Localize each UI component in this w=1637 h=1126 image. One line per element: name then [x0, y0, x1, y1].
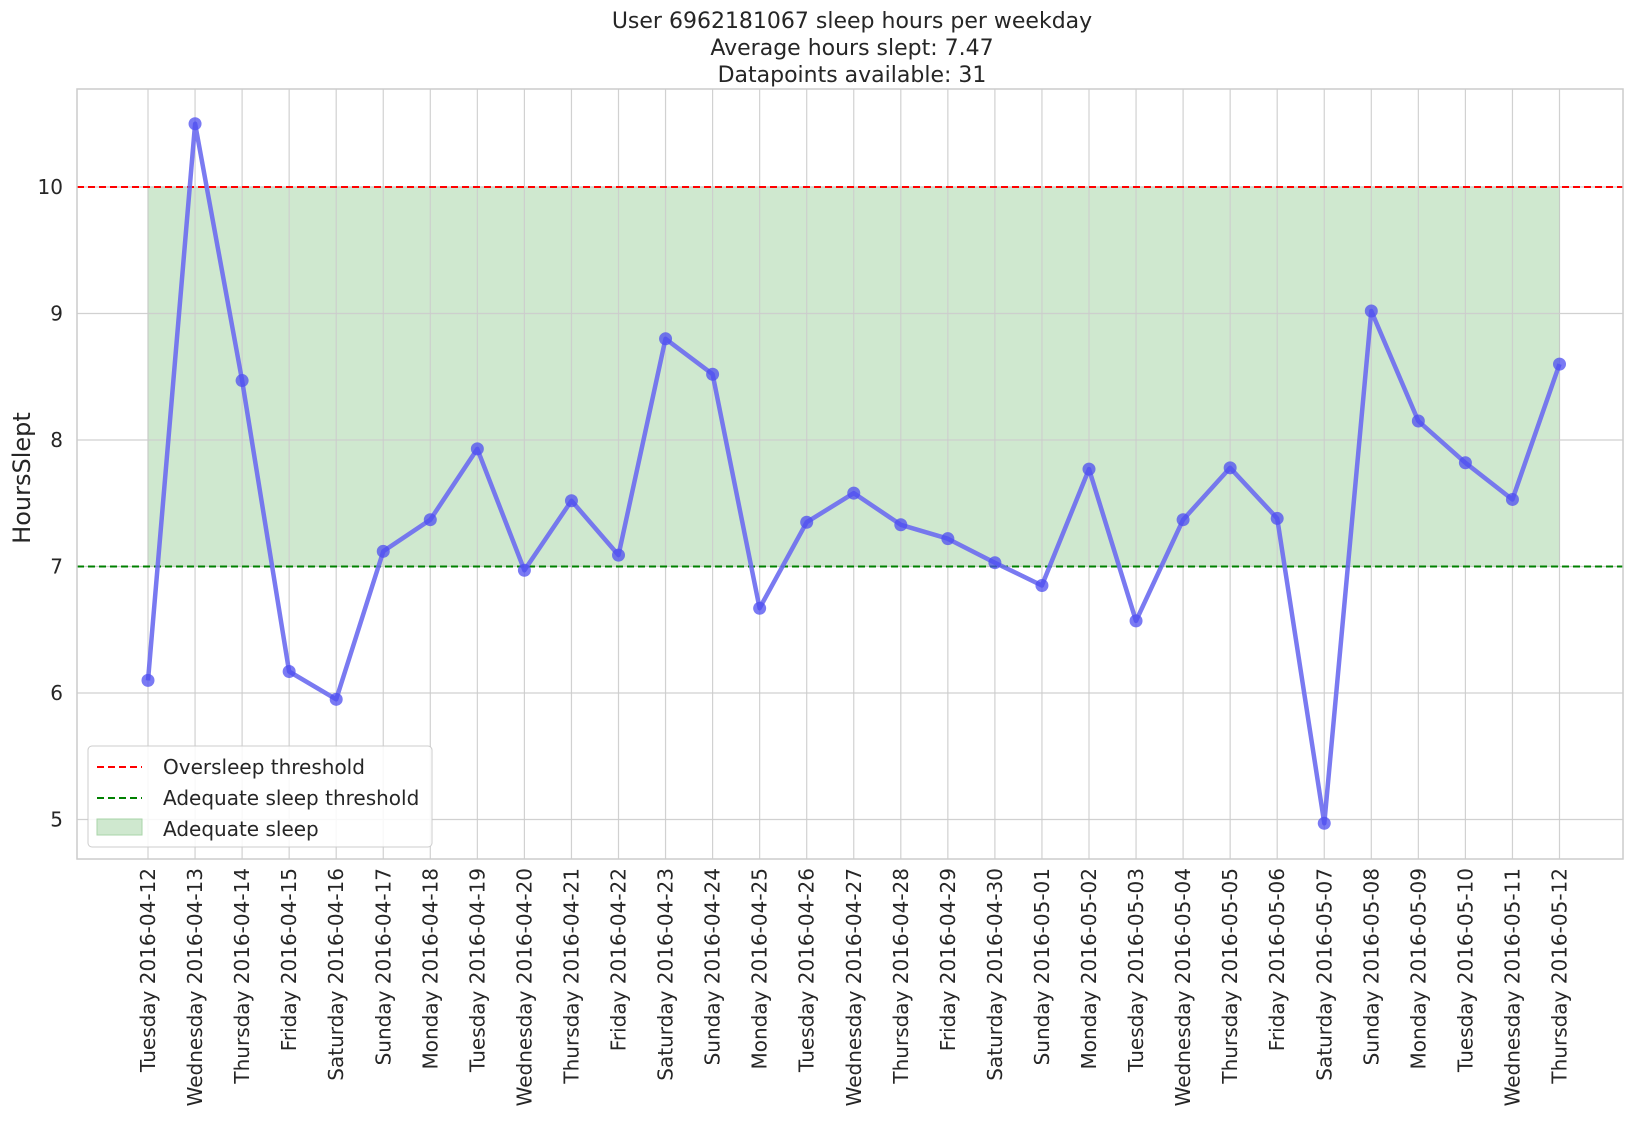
x-tick-label: Sunday 2016-05-08 — [1359, 868, 1383, 1065]
x-tick-label: Friday 2016-04-29 — [936, 868, 960, 1051]
data-point — [564, 494, 578, 508]
data-point — [1176, 513, 1190, 527]
x-tick-labels: Tuesday 2016-04-12 Wednesday 2016-04-13 Th… — [136, 868, 1572, 1106]
legend-adequate-threshold-label: Adequate sleep threshold — [163, 786, 419, 810]
data-point — [1035, 578, 1049, 592]
x-tick-label: Saturday 2016-04-30 — [983, 868, 1007, 1081]
x-tick-label: Monday 2016-04-25 — [748, 868, 772, 1070]
y-tick-labels: 5 6 7 8 9 10 — [38, 175, 63, 832]
legend-frame — [87, 745, 433, 848]
x-tick-label: Tuesday 2016-04-26 — [795, 868, 819, 1073]
data-point — [329, 692, 343, 706]
x-tick-label: Thursday 2016-04-21 — [560, 868, 584, 1085]
x-tick-label: Saturday 2016-05-07 — [1312, 868, 1336, 1081]
data-point — [141, 673, 155, 687]
axes-layer — [76, 88, 1624, 860]
data-point — [988, 556, 1002, 570]
y-tick-label: 7 — [50, 555, 63, 579]
data-point — [1411, 414, 1425, 428]
x-tick-label: Thursday 2016-04-14 — [230, 868, 254, 1085]
data-point — [1505, 492, 1519, 506]
plot-frame — [76, 88, 1624, 860]
data-point — [1223, 461, 1237, 475]
data-point — [1270, 511, 1284, 525]
y-tick-label: 10 — [38, 175, 63, 199]
series-layer — [141, 117, 1566, 830]
data-point — [1317, 816, 1331, 830]
x-tick-label: Wednesday 2016-04-20 — [512, 868, 536, 1106]
x-tick-label: Friday 2016-04-22 — [607, 868, 631, 1051]
x-tick-label: Wednesday 2016-05-04 — [1171, 868, 1195, 1106]
x-tick-label: Monday 2016-05-02 — [1077, 868, 1101, 1070]
data-point — [376, 544, 390, 558]
data-point — [1129, 614, 1143, 628]
x-tick-label: Wednesday 2016-04-27 — [842, 868, 866, 1106]
data-point — [517, 563, 531, 577]
x-tick-label: Tuesday 2016-05-10 — [1453, 868, 1477, 1073]
data-point — [800, 515, 814, 529]
data-point — [235, 374, 249, 388]
x-tick-label: Tuesday 2016-04-12 — [136, 868, 160, 1073]
legend-oversleep-label: Oversleep threshold — [163, 755, 365, 779]
data-point — [894, 518, 908, 532]
x-tick-label: Monday 2016-05-09 — [1406, 868, 1430, 1070]
x-tick-label: Sunday 2016-04-24 — [701, 868, 725, 1065]
x-tick-label: Tuesday 2016-04-19 — [465, 868, 489, 1073]
data-point — [1082, 462, 1096, 476]
data-point — [847, 486, 861, 500]
x-tick-label: Wednesday 2016-05-11 — [1500, 868, 1524, 1106]
data-point — [659, 332, 673, 346]
x-tick-label: Sunday 2016-05-01 — [1030, 868, 1054, 1065]
x-tick-label: Sunday 2016-04-17 — [371, 868, 395, 1065]
x-tick-label: Thursday 2016-04-28 — [889, 868, 913, 1085]
data-point — [423, 513, 437, 527]
y-tick-label: 8 — [50, 428, 63, 452]
x-tick-label: Saturday 2016-04-23 — [654, 868, 678, 1081]
legend-adequate-band-swatch — [96, 818, 143, 836]
x-tick-label: Thursday 2016-05-12 — [1548, 868, 1572, 1085]
reference-lines-layer — [77, 186, 1623, 568]
data-point — [282, 664, 296, 678]
data-point — [612, 548, 625, 562]
x-tick-label: Monday 2016-04-18 — [418, 868, 442, 1070]
data-point — [1458, 456, 1472, 470]
chart-title-line-2: Average hours slept: 7.47 — [710, 36, 993, 61]
x-tick-label: Friday 2016-04-15 — [277, 868, 301, 1051]
chart-title-line-1: User 6962181067 sleep hours per weekday — [612, 9, 1092, 34]
chart-title-line-3: Datapoints available: 31 — [718, 63, 987, 88]
x-tick-label: Saturday 2016-04-16 — [324, 868, 348, 1081]
y-tick-label: 9 — [50, 302, 63, 326]
data-point — [188, 117, 202, 131]
data-point — [1364, 304, 1378, 318]
x-tick-label: Friday 2016-05-06 — [1265, 868, 1289, 1051]
x-tick-label: Tuesday 2016-05-03 — [1124, 868, 1148, 1073]
x-tick-label: Wednesday 2016-04-13 — [183, 868, 207, 1106]
legend: Oversleep threshold Adequate sleep thres… — [87, 745, 433, 848]
data-point — [706, 367, 720, 381]
grid-layer — [77, 89, 1623, 859]
x-tick-label: Thursday 2016-05-05 — [1218, 868, 1242, 1085]
data-point — [470, 442, 484, 456]
y-tick-label: 5 — [50, 808, 63, 832]
y-tick-label: 6 — [50, 681, 63, 705]
y-axis-title: HoursSlept — [8, 412, 36, 544]
data-point — [941, 532, 955, 546]
legend-adequate-band-label: Adequate sleep — [163, 817, 319, 841]
data-point — [753, 601, 767, 615]
data-point — [1553, 357, 1566, 371]
chart-title: User 6962181067 sleep hours per weekday … — [612, 9, 1092, 88]
